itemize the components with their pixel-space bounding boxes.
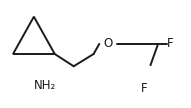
Text: F: F	[141, 82, 147, 95]
Text: O: O	[103, 37, 112, 50]
Text: F: F	[167, 37, 173, 50]
Text: NH₂: NH₂	[34, 79, 56, 91]
